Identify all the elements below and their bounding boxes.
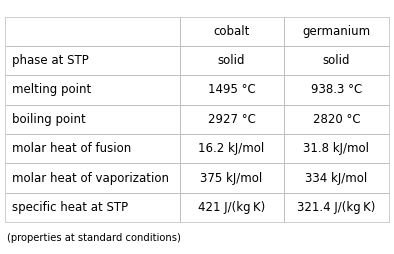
Text: germanium: germanium bbox=[302, 25, 370, 38]
Text: boiling point: boiling point bbox=[12, 113, 85, 126]
Text: molar heat of fusion: molar heat of fusion bbox=[12, 142, 131, 155]
Text: cobalt: cobalt bbox=[214, 25, 250, 38]
Text: 2927 °C: 2927 °C bbox=[208, 113, 256, 126]
Text: 31.8 kJ/mol: 31.8 kJ/mol bbox=[303, 142, 370, 155]
Text: melting point: melting point bbox=[12, 84, 91, 97]
Text: 2820 °C: 2820 °C bbox=[312, 113, 360, 126]
Text: 938.3 °C: 938.3 °C bbox=[311, 84, 362, 97]
Text: 1495 °C: 1495 °C bbox=[208, 84, 255, 97]
Text: 375 kJ/mol: 375 kJ/mol bbox=[201, 172, 263, 185]
Text: 16.2 kJ/mol: 16.2 kJ/mol bbox=[199, 142, 265, 155]
Text: specific heat at STP: specific heat at STP bbox=[12, 201, 128, 214]
Text: (properties at standard conditions): (properties at standard conditions) bbox=[7, 233, 180, 243]
Text: phase at STP: phase at STP bbox=[12, 54, 89, 67]
Text: solid: solid bbox=[218, 54, 245, 67]
Text: 421 J/(kg K): 421 J/(kg K) bbox=[198, 201, 265, 214]
Text: 334 kJ/mol: 334 kJ/mol bbox=[305, 172, 368, 185]
Text: solid: solid bbox=[323, 54, 350, 67]
Text: 321.4 J/(kg K): 321.4 J/(kg K) bbox=[297, 201, 375, 214]
Text: molar heat of vaporization: molar heat of vaporization bbox=[12, 172, 169, 185]
